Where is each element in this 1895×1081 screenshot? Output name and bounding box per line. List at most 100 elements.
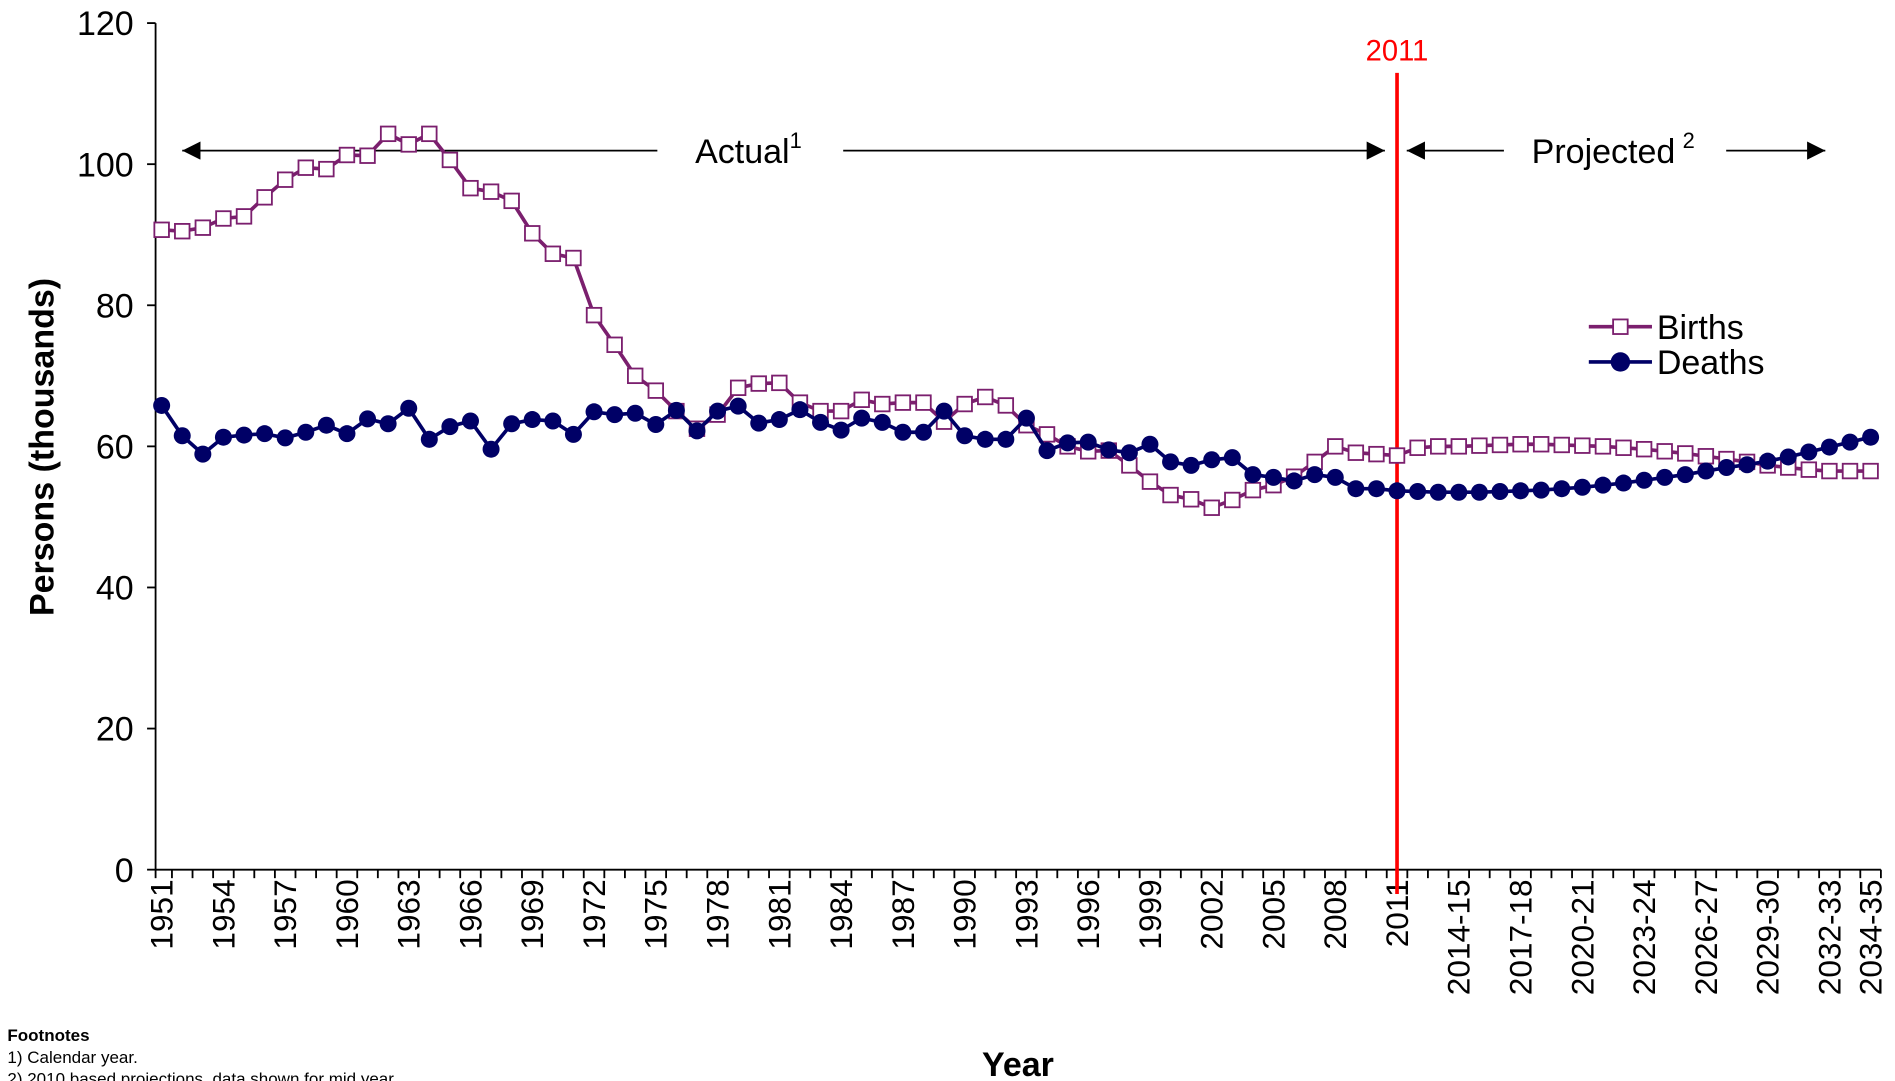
marker [770, 411, 788, 429]
marker [935, 402, 953, 420]
marker [1779, 448, 1797, 466]
marker [1203, 499, 1220, 516]
marker [256, 425, 274, 443]
marker [1326, 468, 1344, 486]
marker [1821, 462, 1838, 480]
marker [524, 225, 541, 242]
marker [771, 374, 788, 392]
marker [256, 189, 273, 206]
marker [1017, 409, 1035, 427]
marker [276, 171, 294, 188]
x-tick-label: 2017-18 [1503, 879, 1539, 995]
x-tick-label: 2032-33 [1811, 879, 1847, 995]
annotation: Actual1 [695, 128, 802, 171]
marker [1800, 461, 1818, 478]
x-tick-label: 1951 [144, 879, 180, 949]
x-tick-label: 2005 [1255, 879, 1291, 949]
marker [1162, 453, 1180, 471]
marker [1635, 471, 1653, 489]
x-tick-label: 2014-15 [1441, 879, 1477, 995]
marker [1388, 447, 1406, 464]
y-tick-label: 60 [96, 429, 134, 467]
x-tick-label: 1990 [947, 879, 983, 949]
marker [585, 403, 603, 421]
marker [174, 222, 191, 240]
marker [1573, 478, 1591, 496]
marker [1800, 443, 1818, 461]
marker [1841, 433, 1859, 451]
marker [853, 391, 870, 409]
marker [1409, 439, 1426, 456]
annotation-text: Actual [695, 133, 790, 171]
marker [1862, 462, 1879, 480]
marker [606, 406, 624, 424]
marker [338, 146, 356, 164]
marker [914, 423, 932, 441]
marker [832, 402, 850, 420]
footnote: 2) 2010 based projections, data shown fo… [7, 1070, 397, 1081]
marker [1738, 456, 1756, 474]
marker [1347, 480, 1365, 498]
marker [1471, 437, 1488, 454]
x-tick-label: 2023-24 [1626, 879, 1662, 995]
marker [1820, 438, 1838, 456]
marker [1656, 443, 1673, 460]
x-tick-label: 1966 [452, 879, 488, 949]
marker [1203, 451, 1221, 469]
marker [1635, 440, 1653, 458]
marker [997, 430, 1015, 448]
legend-label: Births [1657, 309, 1744, 347]
marker [915, 394, 932, 411]
marker [523, 411, 541, 429]
marker [1223, 449, 1241, 467]
marker [1367, 480, 1385, 498]
marker [1594, 438, 1612, 455]
y-tick-label: 0 [115, 852, 134, 890]
marker [297, 423, 315, 441]
marker [173, 427, 191, 445]
marker [1388, 482, 1406, 500]
marker [791, 401, 809, 419]
marker [1470, 483, 1488, 501]
marker [462, 179, 479, 197]
marker [1409, 483, 1427, 501]
marker [194, 219, 212, 236]
marker [894, 394, 912, 411]
annotation-text: Projected [1532, 133, 1676, 171]
legend-marker [1612, 318, 1629, 335]
marker [1368, 445, 1385, 463]
footnotes-title: Footnotes [7, 1026, 89, 1045]
marker [400, 136, 417, 153]
marker [977, 388, 994, 406]
marker [503, 415, 521, 433]
marker [1450, 483, 1468, 501]
marker [276, 429, 294, 447]
y-tick-label: 20 [96, 711, 134, 749]
marker [1676, 466, 1694, 484]
marker [1100, 441, 1118, 459]
marker [1038, 426, 1056, 443]
marker [338, 425, 356, 443]
marker [812, 413, 830, 431]
y-tick-label: 40 [96, 570, 134, 608]
marker [1862, 428, 1880, 446]
marker [1182, 491, 1200, 508]
marker [832, 421, 850, 439]
marker [1697, 448, 1715, 465]
marker [1491, 483, 1509, 501]
x-tick-label: 1999 [1132, 879, 1168, 949]
marker [1430, 438, 1447, 455]
marker [317, 416, 335, 434]
x-tick-label: 1954 [205, 879, 241, 949]
x-tick-label: 1975 [638, 879, 674, 949]
marker [1120, 444, 1138, 462]
marker [1532, 481, 1550, 499]
y-axis-title: Persons (thousands) [24, 278, 62, 616]
marker [318, 160, 335, 178]
marker [1264, 468, 1282, 486]
x-tick-label: 2029-30 [1750, 879, 1786, 995]
marker [461, 412, 479, 430]
y-tick-label: 120 [77, 5, 134, 43]
